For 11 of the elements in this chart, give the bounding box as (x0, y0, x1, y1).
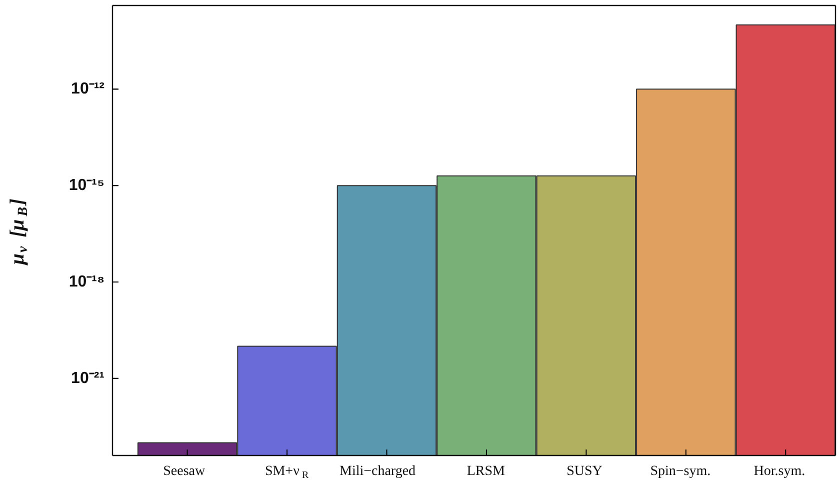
x-tick-label: Mili−charged (339, 464, 416, 479)
x-tick-label: Seesaw (163, 464, 206, 479)
y-tick-label: 10⁻²¹ (71, 370, 104, 387)
y-tick-label: 10⁻¹² (71, 80, 104, 98)
x-tick-label: LRSM (466, 464, 506, 479)
x-tick-label: Spin−sym. (650, 464, 711, 479)
y-tick-label: 10⁻¹⁵ (68, 177, 104, 194)
x-tick-label: Hor.sym. (754, 464, 806, 479)
x-tick-label: SUSY (566, 464, 602, 479)
y-tick-label: 10⁻¹⁸ (68, 273, 104, 290)
y-axis-title: μν [μB] (6, 198, 31, 266)
